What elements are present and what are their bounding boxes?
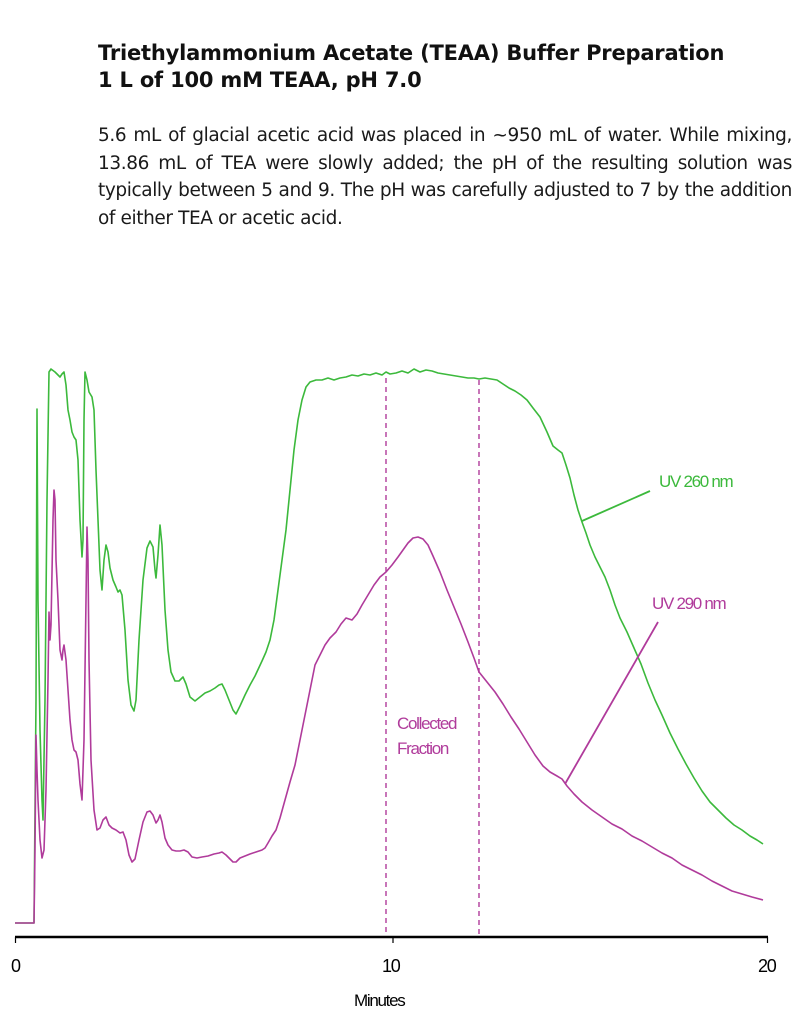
x-tick-label-20: 20 — [758, 956, 777, 976]
body-paragraph: 5.6 mL of glacial acetic acid was placed… — [98, 125, 792, 229]
uv260-label: UV 260 nm — [659, 472, 733, 491]
x-tick-label-10: 10 — [382, 956, 401, 976]
x-axis-label: Minutes — [354, 991, 405, 1010]
title-line-1: Triethylammonium Acetate (TEAA) Buffer P… — [98, 41, 725, 65]
x-tick-label-0: 0 — [11, 956, 21, 976]
uv260-leader-line — [581, 490, 651, 522]
uv260-trace — [15, 368, 764, 924]
document-title: Triethylammonium Acetate (TEAA) Buffer P… — [98, 40, 798, 94]
uv290-trace — [15, 489, 764, 924]
collected-fraction-label-line1: Collected — [397, 714, 457, 733]
uv290-label: UV 290 nm — [652, 594, 726, 613]
collected-fraction-label-line2: Fraction — [397, 739, 449, 758]
uv290-leader-line — [564, 621, 659, 785]
title-line-2: 1 L of 100 mM TEAA, pH 7.0 — [98, 68, 422, 92]
